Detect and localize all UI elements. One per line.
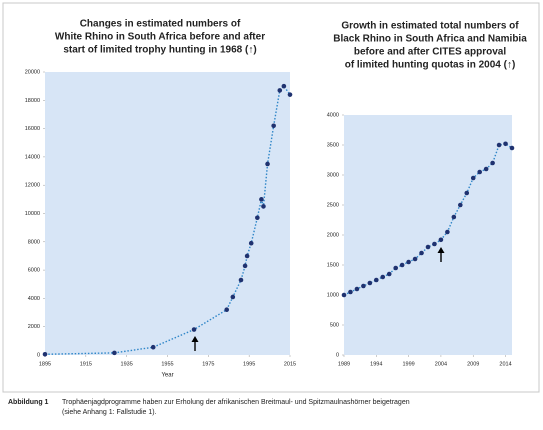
data-point	[425, 244, 431, 250]
x-axis-label: Year	[161, 373, 173, 379]
x-tick-label: 2014	[499, 361, 511, 367]
data-point	[361, 283, 366, 289]
data-point	[244, 253, 250, 259]
y-tick-label: 8000	[28, 239, 40, 245]
arrow	[191, 336, 199, 351]
data-point	[281, 83, 287, 89]
x-tick-label: 2015	[284, 361, 296, 367]
data-point	[230, 294, 236, 300]
x-tick-label: 1895	[39, 361, 51, 367]
data-point	[238, 277, 244, 283]
data-point	[386, 271, 392, 277]
y-tick-label: 1000	[327, 292, 339, 298]
data-point	[393, 265, 398, 271]
y-tick-label: 6000	[28, 268, 40, 274]
data-point	[496, 142, 502, 148]
data-point	[150, 344, 156, 350]
data-point	[406, 259, 411, 265]
plot-area	[45, 72, 290, 355]
data-point	[399, 262, 405, 268]
x-tick-label: 1999	[402, 361, 414, 367]
data-point	[503, 141, 508, 147]
data-point	[367, 280, 373, 286]
data-point	[483, 166, 489, 172]
x-tick-label: 1994	[370, 361, 382, 367]
data-point	[438, 237, 444, 243]
x-tick-label: 1989	[338, 361, 350, 367]
chart-title: Changes in estimated numbers of	[80, 19, 241, 30]
data-point	[451, 214, 457, 220]
chart-title: Growth in estimated total numbers of	[341, 21, 519, 32]
data-point	[341, 292, 347, 298]
data-point	[458, 202, 463, 208]
y-tick-label: 3500	[327, 142, 339, 148]
y-tick-label: 0	[336, 352, 339, 358]
data-point	[445, 229, 450, 235]
data-point	[509, 145, 515, 151]
data-point	[470, 175, 476, 181]
y-tick-label: 12000	[25, 183, 40, 189]
data-point	[348, 289, 353, 295]
caption-text: Trophäenjagdprogramme haben zur Erholung…	[62, 399, 410, 406]
data-point	[42, 351, 48, 357]
data-point	[255, 215, 260, 221]
y-tick-label: 16000	[25, 126, 40, 132]
data-point	[419, 250, 424, 256]
data-point	[464, 190, 470, 196]
data-point	[477, 169, 482, 175]
data-point	[248, 240, 254, 246]
y-tick-label: 500	[330, 322, 339, 328]
data-point	[354, 286, 360, 292]
chart-title: Black Rhino in South Africa and Namibia	[333, 34, 527, 45]
y-tick-label: 4000	[28, 296, 40, 302]
data-point	[271, 123, 276, 129]
x-tick-label: 1955	[161, 361, 173, 367]
caption-text: (siehe Anhang 1: Fallstudie 1).	[62, 409, 157, 416]
y-tick-label: 1500	[327, 262, 339, 268]
caption-label: Abbildung 1	[8, 399, 49, 406]
x-tick-label: 2004	[435, 361, 447, 367]
y-tick-label: 0	[37, 352, 40, 358]
y-tick-label: 18000	[25, 98, 40, 104]
y-tick-label: 3000	[327, 172, 339, 178]
data-point	[380, 274, 386, 280]
data-point	[242, 263, 248, 269]
arrow	[437, 247, 445, 262]
data-point	[490, 160, 495, 166]
y-tick-label: 2000	[327, 232, 339, 238]
data-point	[261, 204, 266, 209]
data-point	[277, 88, 283, 93]
y-tick-label: 4000	[327, 112, 339, 118]
chart-title: White Rhino in South Africa before and a…	[55, 32, 265, 43]
data-point	[224, 307, 230, 313]
series-line	[343, 143, 513, 296]
data-point	[191, 327, 197, 332]
y-tick-label: 2000	[28, 324, 40, 330]
y-tick-label: 20000	[25, 69, 40, 75]
data-point	[374, 277, 379, 283]
series-line	[44, 85, 291, 355]
data-point	[432, 241, 437, 247]
x-tick-label: 1935	[121, 361, 133, 367]
chart-title: start of limited trophy hunting in 1968 …	[63, 45, 256, 56]
x-tick-label: 1975	[202, 361, 214, 367]
y-tick-label: 14000	[25, 154, 40, 160]
plot-area	[344, 115, 512, 355]
data-point	[259, 197, 264, 202]
data-point	[112, 350, 117, 356]
x-tick-label: 1915	[80, 361, 92, 367]
y-tick-label: 2500	[327, 202, 339, 208]
data-point	[265, 161, 270, 167]
x-tick-label: 2009	[467, 361, 479, 367]
chart-title: of limited hunting quotas in 2004 (↑)	[345, 60, 516, 71]
data-point	[287, 92, 293, 97]
y-tick-label: 10000	[25, 211, 40, 217]
x-tick-label: 1995	[243, 361, 255, 367]
data-point	[412, 256, 418, 262]
chart-title: before and after CITES approval	[354, 47, 506, 58]
